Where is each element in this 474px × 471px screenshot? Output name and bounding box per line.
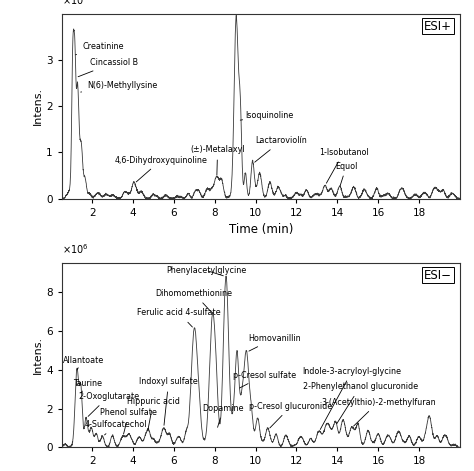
Text: 4-Sulfocatechol: 4-Sulfocatechol — [85, 420, 147, 435]
Text: Equol: Equol — [335, 162, 357, 186]
Text: 3-(Acetylthio)-2-methylfuran: 3-(Acetylthio)-2-methylfuran — [321, 398, 436, 426]
Text: Taurine: Taurine — [73, 379, 102, 393]
Text: Homovanillin: Homovanillin — [248, 333, 301, 351]
X-axis label: Time (min): Time (min) — [228, 223, 293, 236]
Text: Dopamine: Dopamine — [202, 404, 244, 427]
Text: 2-Oxoglutarate: 2-Oxoglutarate — [78, 392, 139, 416]
Text: Indole-3-acryloyl-glycine: Indole-3-acryloyl-glycine — [302, 367, 401, 430]
Text: Allantoate: Allantoate — [63, 356, 104, 370]
Text: 4,6-Dihydroxyquinoline: 4,6-Dihydroxyquinoline — [115, 155, 208, 182]
Text: N(6)-Methyllysine: N(6)-Methyllysine — [81, 81, 157, 92]
Text: p-Cresol sulfate: p-Cresol sulfate — [233, 371, 296, 388]
Text: p-Cresol glucuronide: p-Cresol glucuronide — [249, 402, 333, 428]
Text: $\times10^6$: $\times10^6$ — [62, 242, 88, 256]
Text: 1-Isobutanol: 1-Isobutanol — [319, 148, 369, 183]
Text: Dihomomethionine: Dihomomethionine — [155, 289, 233, 311]
Text: (±)-Metalaxyl: (±)-Metalaxyl — [190, 146, 245, 175]
Text: Hippuric acid: Hippuric acid — [127, 397, 180, 430]
Y-axis label: Intens.: Intens. — [33, 336, 43, 374]
Text: Creatinine: Creatinine — [75, 42, 124, 55]
Text: Phenol sulfate: Phenol sulfate — [100, 408, 157, 434]
Text: Isoquinoline: Isoquinoline — [240, 111, 293, 120]
Text: Lactaroviolín: Lactaroviolín — [255, 136, 307, 162]
Text: Cincassiol B: Cincassiol B — [78, 58, 138, 77]
Text: ESI−: ESI− — [424, 268, 452, 282]
Y-axis label: Intens.: Intens. — [33, 87, 43, 125]
Text: $\times10^6$: $\times10^6$ — [62, 0, 88, 7]
Text: 2-Phenylethanol glucuronide: 2-Phenylethanol glucuronide — [302, 382, 418, 424]
Text: Indoxyl sulfate: Indoxyl sulfate — [139, 377, 198, 425]
Text: Phenylacetylglycine: Phenylacetylglycine — [166, 266, 246, 276]
Text: Ferulic acid 4-sulfate: Ferulic acid 4-sulfate — [137, 309, 221, 327]
Text: ESI+: ESI+ — [424, 20, 452, 32]
